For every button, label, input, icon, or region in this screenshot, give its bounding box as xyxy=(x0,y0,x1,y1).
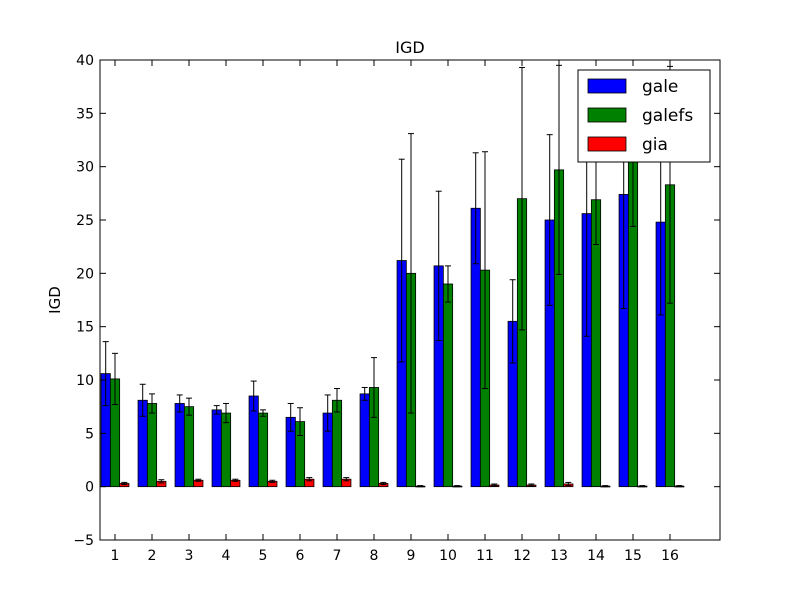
x-tick-label: 3 xyxy=(185,548,194,564)
error-bar-galefs-2 xyxy=(149,393,155,414)
bar-gale-8 xyxy=(359,393,370,488)
error-bar-gia-9 xyxy=(417,485,424,488)
x-tick-label: 10 xyxy=(439,548,457,564)
error-bar-galefs-5 xyxy=(260,409,266,417)
error-bar-gale-6 xyxy=(287,402,294,432)
chart-title: IGD xyxy=(395,38,424,57)
error-bar-gia-4 xyxy=(232,478,239,482)
legend: gale galefs gia xyxy=(577,69,711,163)
error-bar-gale-11 xyxy=(472,152,479,265)
error-bar-galefs-10 xyxy=(445,265,451,303)
error-bar-gale-13 xyxy=(546,134,553,306)
error-bar-gale-4 xyxy=(213,405,220,415)
x-tick-label: 6 xyxy=(296,548,305,564)
error-bars-layer xyxy=(102,64,683,488)
x-tick-label: 1 xyxy=(111,548,120,564)
error-bar-gia-11 xyxy=(491,483,498,487)
error-bar-gale-7 xyxy=(324,394,331,432)
error-bar-galefs-8 xyxy=(371,357,377,418)
bar-galefs-10 xyxy=(442,283,454,488)
error-bar-galefs-9 xyxy=(408,133,414,414)
error-bar-gale-10 xyxy=(435,190,442,342)
error-bar-galefs-3 xyxy=(186,397,192,416)
error-bar-galefs-7 xyxy=(334,388,340,413)
legend-entry-gia: gia xyxy=(587,135,668,155)
bar-galefs-7 xyxy=(331,399,343,488)
y-tick-label: −5 xyxy=(73,533,94,549)
legend-label: gale xyxy=(642,77,678,97)
y-tick-label: 5 xyxy=(85,426,94,442)
bar-gale-4 xyxy=(211,409,222,488)
error-bar-galefs-1 xyxy=(112,352,118,406)
error-bar-gia-13 xyxy=(565,481,572,487)
x-tick-label: 2 xyxy=(148,548,157,564)
x-tick-label: 14 xyxy=(587,548,605,564)
x-tick-label: 15 xyxy=(624,548,642,564)
bars-layer xyxy=(100,160,685,488)
legend-label: galefs xyxy=(642,106,693,126)
x-tick-label: 7 xyxy=(333,548,342,564)
x-axis: 1 2 3 4 5 6 7 8 9 10 11 12 13 14 15 16 xyxy=(111,60,679,564)
error-bar-gia-8 xyxy=(380,481,387,486)
legend-swatch xyxy=(587,78,627,94)
error-bar-gale-9 xyxy=(398,158,405,363)
legend-label: gia xyxy=(642,135,668,155)
legend-swatch xyxy=(587,107,627,123)
legend-entry-galefs: galefs xyxy=(587,106,693,126)
plot-frame xyxy=(99,59,721,541)
error-bar-gia-16 xyxy=(676,485,683,488)
y-tick-label: 25 xyxy=(76,213,94,229)
y-tick-label: 10 xyxy=(76,373,94,389)
error-bar-gale-3 xyxy=(176,394,183,413)
error-bar-gia-1 xyxy=(121,481,128,486)
error-bar-galefs-11 xyxy=(482,151,488,390)
x-tick-label: 9 xyxy=(407,548,416,564)
bar-galefs-5 xyxy=(257,412,269,488)
error-bar-gale-12 xyxy=(509,279,516,364)
error-bar-gia-14 xyxy=(602,485,609,488)
error-bar-gale-5 xyxy=(250,380,257,412)
bar-gale-3 xyxy=(174,403,185,488)
bar-galefs-3 xyxy=(183,406,195,488)
bar-galefs-2 xyxy=(146,403,158,488)
x-tick-label: 8 xyxy=(370,548,379,564)
error-bar-gia-3 xyxy=(195,478,202,482)
x-tick-label: 16 xyxy=(661,548,679,564)
error-bar-gia-15 xyxy=(639,485,646,488)
y-tick-label: 40 xyxy=(76,53,94,69)
y-tick-label: 20 xyxy=(76,266,94,282)
error-bar-gia-2 xyxy=(158,479,165,484)
x-tick-label: 5 xyxy=(259,548,268,564)
y-axis: −5 0 5 10 15 20 25 30 35 40 xyxy=(73,53,720,549)
x-tick-label: 4 xyxy=(222,548,231,564)
error-bar-galefs-4 xyxy=(223,402,229,424)
error-bar-galefs-12 xyxy=(519,66,525,331)
error-bar-gale-1 xyxy=(102,341,109,407)
y-tick-label: 35 xyxy=(76,106,94,122)
bar-galefs-4 xyxy=(220,412,232,488)
error-bar-gale-2 xyxy=(139,383,146,417)
x-tick-label: 11 xyxy=(476,548,494,564)
y-tick-label: 15 xyxy=(76,320,94,336)
error-bar-galefs-6 xyxy=(297,407,303,436)
error-bar-gia-10 xyxy=(454,485,461,488)
error-bar-gia-5 xyxy=(269,479,276,483)
legend-swatch xyxy=(587,136,627,152)
y-axis-label: IGD xyxy=(46,286,64,314)
y-tick-label: 0 xyxy=(85,480,94,496)
error-bar-gia-6 xyxy=(306,477,313,482)
error-bar-gia-7 xyxy=(343,477,350,482)
legend-entries: gale galefs gia xyxy=(587,77,693,155)
legend-entry-gale: gale xyxy=(587,77,678,97)
x-tick-label: 13 xyxy=(550,548,568,564)
error-bar-gale-8 xyxy=(361,386,368,401)
y-tick-label: 30 xyxy=(76,160,94,176)
x-tick-label: 12 xyxy=(513,548,531,564)
error-bar-gia-12 xyxy=(528,483,535,487)
